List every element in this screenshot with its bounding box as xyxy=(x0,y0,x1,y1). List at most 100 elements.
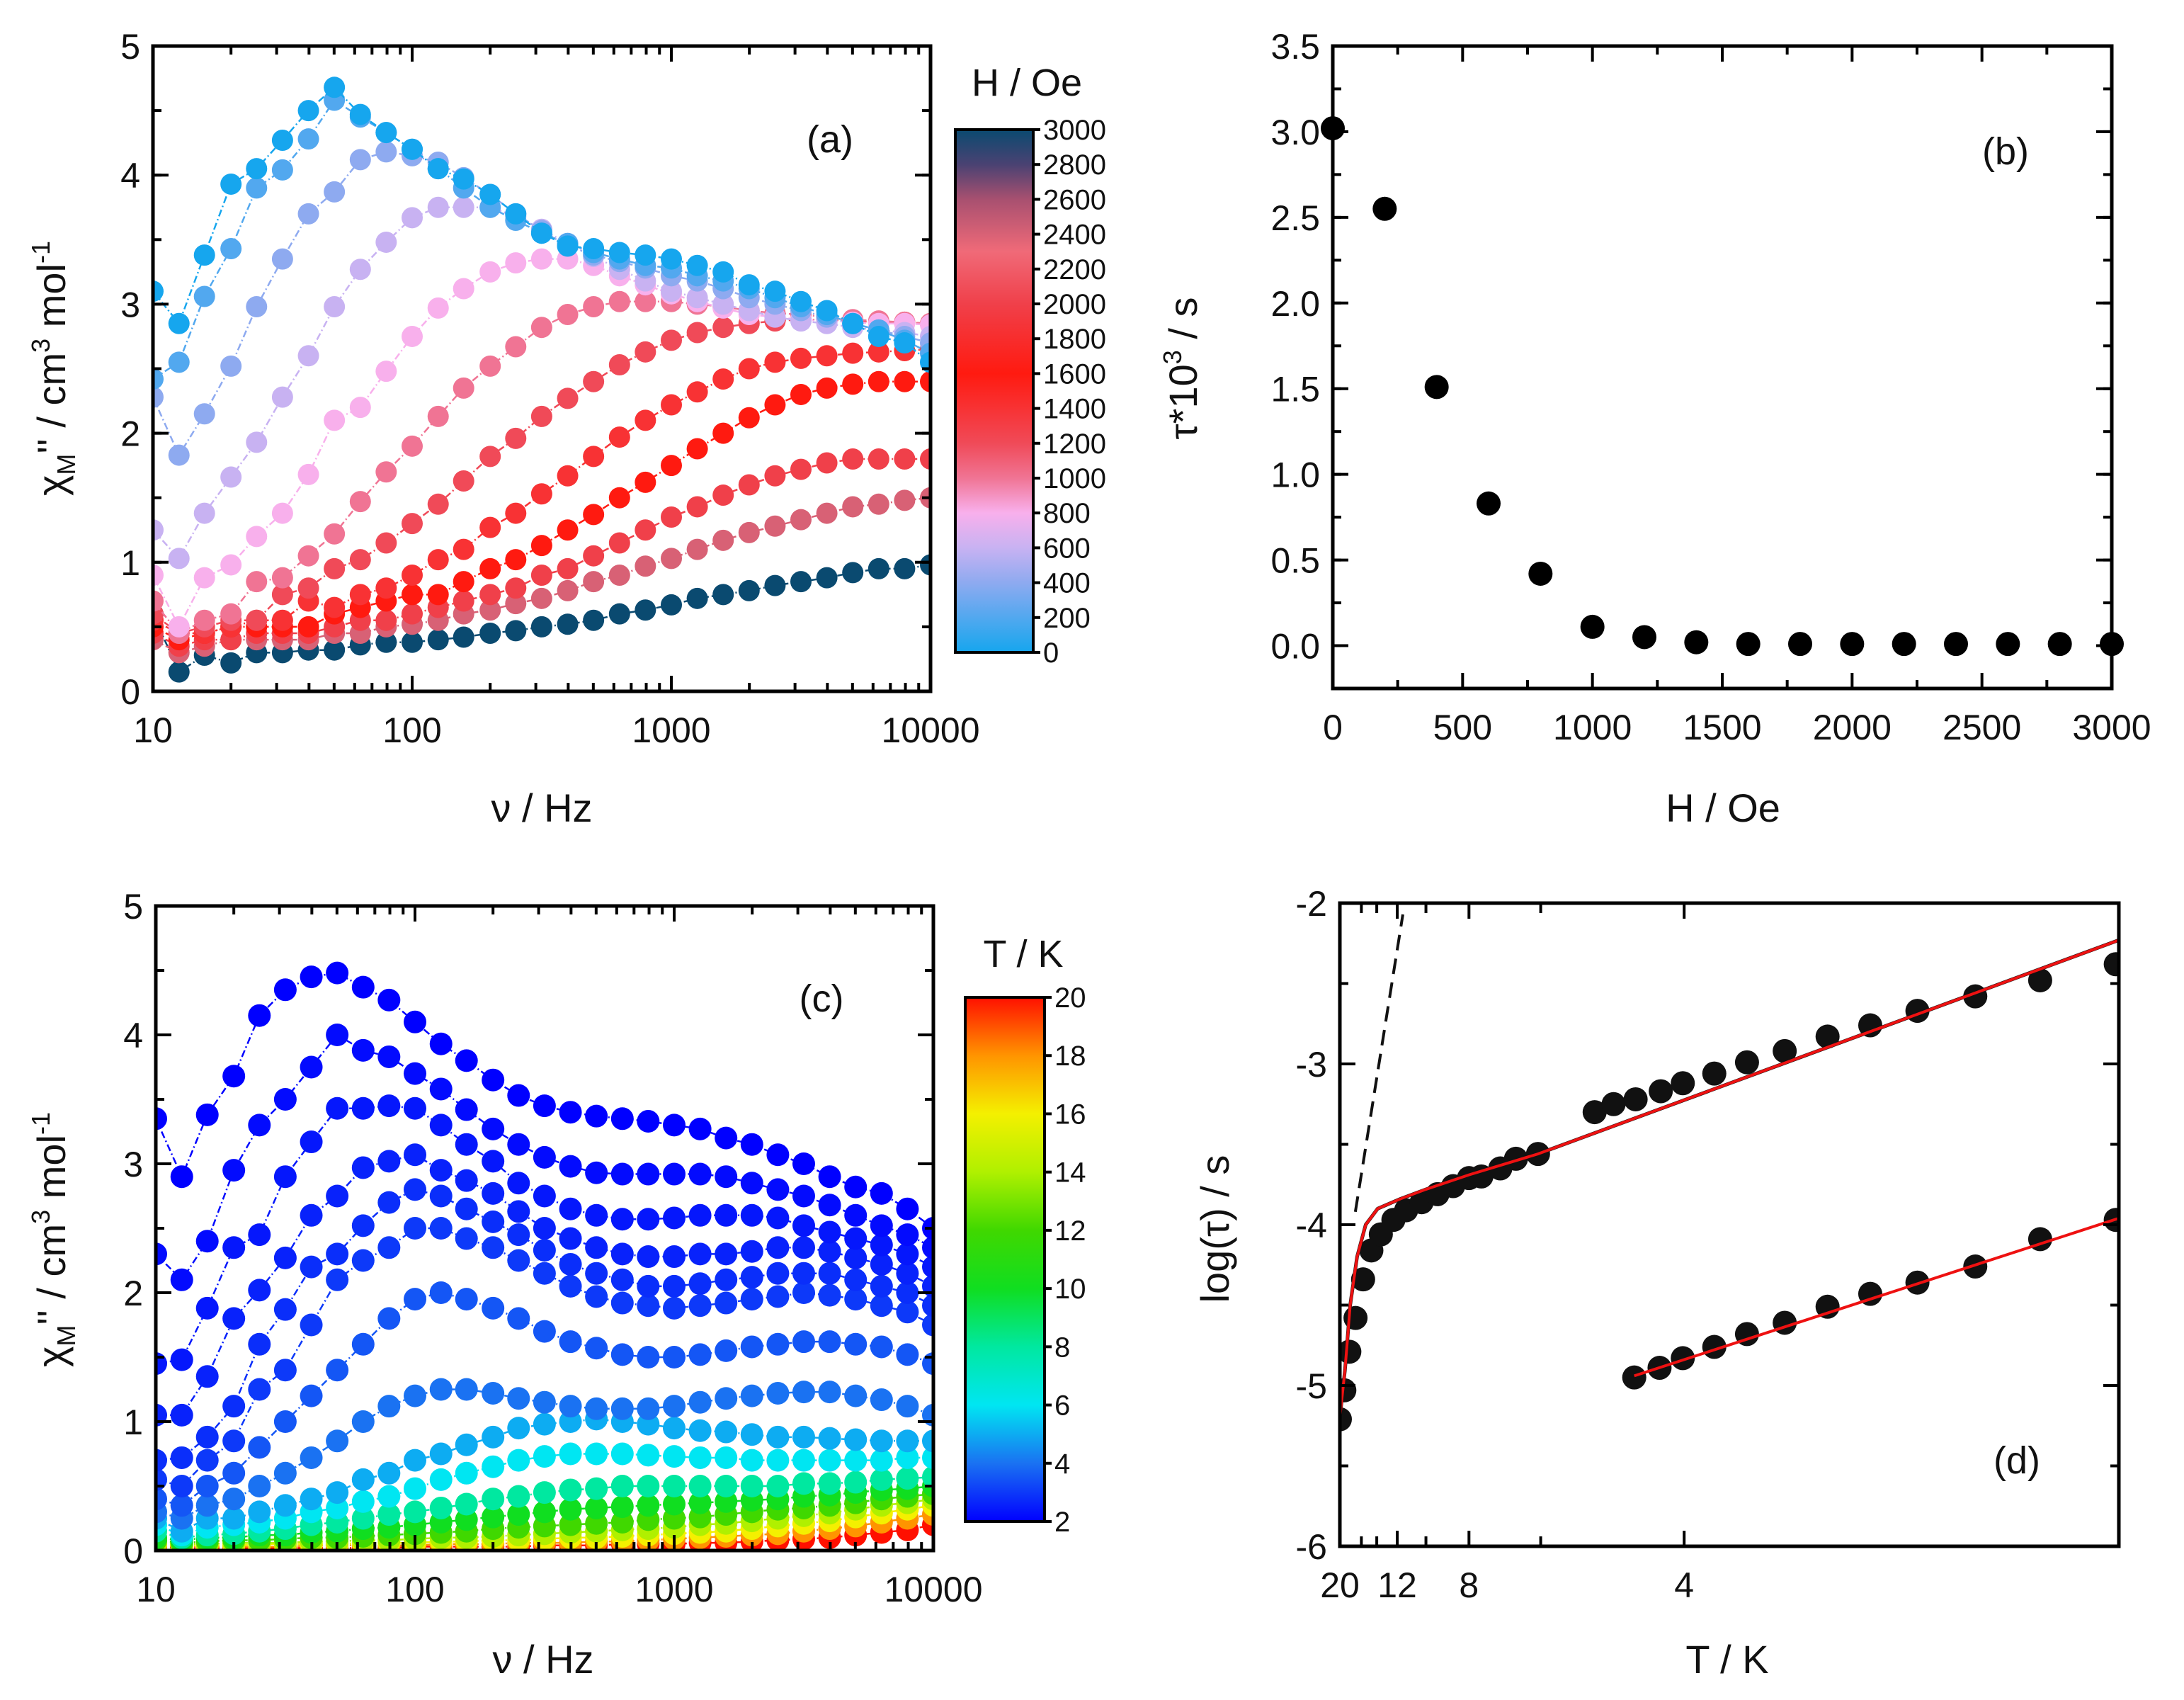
data-point xyxy=(153,368,164,390)
data-point xyxy=(559,1155,582,1178)
data-point xyxy=(375,577,397,599)
y-tick-label: 4 xyxy=(123,1016,143,1055)
data-point xyxy=(740,1133,763,1156)
data-point xyxy=(818,1472,841,1495)
data-point xyxy=(324,557,346,579)
colorbar-title: T / K xyxy=(983,933,1063,975)
data-point xyxy=(922,1294,933,1318)
data-point xyxy=(530,405,552,427)
data-point xyxy=(686,438,708,460)
colorbar-title: H / Oe xyxy=(972,62,1082,104)
data-point xyxy=(1632,625,1656,650)
data-point xyxy=(583,238,605,260)
data-point xyxy=(663,1245,686,1269)
data-point xyxy=(195,1230,219,1253)
data-point xyxy=(816,300,838,322)
data-point xyxy=(661,548,682,570)
data-point xyxy=(637,1109,660,1133)
data-point xyxy=(870,1274,893,1298)
data-point xyxy=(351,975,375,999)
data-point xyxy=(1788,632,1812,657)
y-tick-label: -4 xyxy=(1296,1206,1327,1245)
data-point xyxy=(195,1475,219,1497)
data-point xyxy=(326,1359,349,1382)
data-point xyxy=(507,1200,530,1223)
data-point xyxy=(715,1126,738,1150)
data-point xyxy=(715,1165,738,1189)
data-point xyxy=(482,1210,505,1233)
data-point xyxy=(505,593,527,615)
data-point xyxy=(1736,632,1761,657)
data-point xyxy=(377,1045,401,1068)
data-point xyxy=(429,1496,453,1519)
data-point xyxy=(505,427,527,449)
data-point xyxy=(375,122,397,144)
data-point xyxy=(792,1236,815,1259)
data-point xyxy=(170,1403,193,1427)
data-point xyxy=(688,1272,712,1296)
y-tick-label: 3.0 xyxy=(1270,113,1320,152)
y-tick-label: -5 xyxy=(1296,1366,1327,1406)
data-point xyxy=(156,1107,167,1130)
y-axis-title-part: / s xyxy=(1161,298,1205,351)
panel-b-chart: 0.0 0.5 1.0 1.5 2.0 2.5 3.0 3.5 0 500 1000 1500 2000… xyxy=(1158,27,2151,830)
colorbar-tick-label: 2600 xyxy=(1043,184,1106,215)
data-point xyxy=(635,409,656,431)
data-point xyxy=(583,370,605,392)
data-point xyxy=(507,1133,530,1156)
data-point xyxy=(271,130,293,152)
data-point xyxy=(844,1428,868,1451)
data-point xyxy=(740,1384,763,1407)
data-point xyxy=(455,1197,478,1220)
data-point xyxy=(429,1032,453,1055)
data-point xyxy=(482,1455,505,1478)
data-point xyxy=(300,1384,323,1407)
y-axis-title-part: mol xyxy=(29,1135,74,1210)
data-point xyxy=(608,242,630,264)
data-point xyxy=(610,1291,634,1315)
data-point xyxy=(585,1442,608,1466)
data-point xyxy=(764,515,786,537)
data-point xyxy=(715,1387,738,1410)
data-point xyxy=(764,280,786,302)
data-point xyxy=(766,1206,790,1230)
data-point xyxy=(686,287,708,309)
data-point xyxy=(533,1145,556,1169)
data-point xyxy=(1944,632,1968,657)
data-point xyxy=(170,1446,193,1469)
data-point xyxy=(559,1330,582,1354)
data-point xyxy=(482,1068,505,1092)
data-point xyxy=(738,358,760,380)
colorbar-tick-label: 18 xyxy=(1054,1041,1086,1072)
data-point xyxy=(686,381,708,403)
data-point xyxy=(610,1162,634,1186)
data-point xyxy=(1858,1013,1882,1038)
x-tick-label: 1000 xyxy=(1553,708,1632,747)
y-tick-label: 1.0 xyxy=(1270,455,1320,495)
data-point xyxy=(1773,1038,1797,1063)
y-tick-label: 1 xyxy=(120,543,140,583)
data-point xyxy=(246,526,268,548)
data-point xyxy=(1963,1254,1988,1279)
data-point xyxy=(559,1274,582,1298)
data-point xyxy=(583,571,605,593)
data-point xyxy=(661,394,682,416)
data-point xyxy=(195,1494,219,1517)
data-point xyxy=(608,354,630,376)
data-point xyxy=(844,1203,868,1227)
data-point xyxy=(844,1449,868,1472)
data-point xyxy=(220,355,242,377)
data-point xyxy=(663,1114,686,1137)
data-point xyxy=(635,555,656,577)
data-point xyxy=(326,1242,349,1266)
data-point xyxy=(740,1288,763,1311)
data-point xyxy=(712,422,734,444)
data-point xyxy=(300,1255,323,1279)
data-point xyxy=(402,138,423,160)
data-point xyxy=(326,1096,349,1120)
data-point xyxy=(404,1096,426,1120)
data-point xyxy=(273,1494,297,1517)
data-point xyxy=(922,1236,933,1259)
data-point xyxy=(402,513,423,535)
